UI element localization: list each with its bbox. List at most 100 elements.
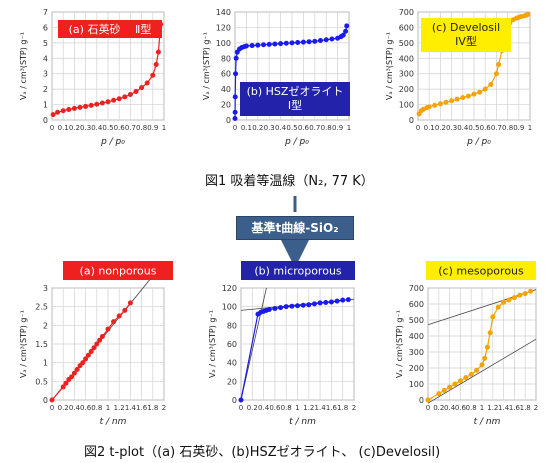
data-point	[77, 363, 83, 369]
x-tick-label: 0.8	[136, 124, 147, 132]
data-point	[133, 88, 139, 94]
y-tick-label: 3	[43, 284, 48, 293]
x-tick-label: 1.8	[147, 404, 158, 412]
y-axis-label: Vₐ / cm³(STP) g⁻¹	[202, 32, 211, 100]
data-point	[449, 98, 455, 104]
data-point	[490, 314, 496, 320]
x-axis-label: p / p₀	[284, 137, 309, 147]
data-point	[460, 95, 466, 101]
y-axis-label: Vₐ / cm³(STP) g⁻¹	[208, 310, 217, 378]
y-tick-label: 700	[409, 284, 424, 293]
y-tick-label: 40	[221, 85, 231, 94]
data-point	[496, 61, 502, 67]
data-point	[155, 49, 161, 55]
x-tick-label: 0.7	[125, 124, 136, 132]
data-point	[323, 37, 329, 43]
chart-label-box	[421, 18, 511, 52]
y-tick-label: 100	[222, 303, 237, 312]
y-tick-label: 400	[399, 54, 414, 63]
x-tick-label: 1.2	[487, 404, 498, 412]
x-tick-label: 0.4	[444, 404, 456, 412]
x-tick-label: 0	[233, 124, 237, 132]
y-tick-label: 3	[43, 70, 48, 79]
data-point	[426, 104, 432, 110]
data-point	[474, 367, 480, 373]
x-tick-label: 0.9	[332, 124, 343, 132]
data-point	[66, 107, 72, 113]
x-tick-label: 1.8	[337, 404, 348, 412]
x-tick-label: 0.6	[269, 404, 281, 412]
x-tick-label: 1.2	[303, 404, 314, 412]
x-tick-label: 0.4	[69, 404, 81, 412]
y-tick-label: 300	[409, 348, 424, 357]
x-tick-label: 0.6	[114, 124, 126, 132]
data-point	[295, 39, 301, 45]
x-tick-label: 0.8	[91, 404, 102, 412]
x-tick-label: 1.4	[315, 404, 327, 412]
data-point	[283, 40, 289, 46]
y-tick-label: 120	[216, 23, 231, 32]
fit-line	[427, 338, 537, 404]
data-point	[484, 344, 490, 350]
x-tick-label: 0.8	[466, 404, 477, 412]
data-point	[232, 115, 238, 121]
x-tick-label: 0	[50, 124, 54, 132]
x-tick-label: 0.2	[252, 124, 263, 132]
y-tick-label: 400	[409, 332, 424, 341]
y-tick-label: 700	[399, 8, 414, 17]
data-point	[111, 319, 117, 325]
y-tick-label: 4	[43, 54, 48, 63]
data-point	[343, 28, 349, 34]
x-tick-label: 0.7	[309, 124, 320, 132]
data-point	[233, 71, 239, 77]
y-tick-label: 2.5	[35, 303, 48, 312]
y-tick-label: 2	[43, 85, 48, 94]
data-point	[329, 36, 335, 42]
flow-label-box: 基準t曲線-SiO₂	[236, 216, 354, 240]
data-point	[528, 288, 534, 294]
data-point	[85, 352, 91, 358]
chart-label-box	[426, 261, 536, 280]
data-point	[238, 397, 244, 403]
y-tick-label: 0	[232, 396, 237, 405]
x-tick-label: 1	[347, 124, 351, 132]
y-tick-label: 7	[43, 8, 48, 17]
y-tick-label: 500	[409, 316, 424, 325]
data-point	[69, 374, 75, 380]
data-point	[232, 94, 238, 100]
data-point	[525, 11, 531, 17]
x-tick-label: 1	[480, 404, 484, 412]
data-point	[153, 61, 159, 67]
x-tick-label: 0.5	[286, 124, 297, 132]
data-point	[340, 32, 346, 38]
x-tick-label: 0.2	[69, 124, 80, 132]
x-axis-label: t / nm	[474, 417, 501, 427]
x-tick-label: 0.1	[241, 124, 252, 132]
y-tick-label: 0	[226, 116, 231, 125]
chart-label: (b) microporous	[254, 265, 342, 278]
y-axis-label: Vₐ / cm³(STP) g⁻¹	[19, 32, 28, 100]
data-point	[116, 313, 122, 319]
chart-iso-c: 0 0.1 0.2 0.3 0.4 0.5 0.6 0.7 0.8 0.9 1 0 100 200 300 4…	[385, 8, 532, 147]
y-tick-label: 1	[43, 101, 48, 110]
data-point	[233, 55, 239, 61]
data-point	[99, 334, 105, 340]
y-tick-label: 20	[227, 377, 237, 386]
data-point	[83, 356, 89, 362]
y-axis-label: Vₐ / cm³(STP) g⁻¹	[395, 310, 404, 378]
data-point	[127, 300, 133, 306]
y-axis-label: Vₐ / cm³(STP) g⁻¹	[19, 310, 28, 378]
data-point	[266, 41, 272, 47]
data-point	[317, 38, 323, 44]
data-point	[328, 299, 334, 305]
data-point	[60, 108, 66, 114]
data-point	[50, 112, 56, 118]
series-line	[52, 24, 162, 116]
x-tick-label: 0.5	[468, 124, 479, 132]
y-tick-label: 1	[43, 359, 48, 368]
data-point	[522, 291, 528, 297]
data-point	[447, 384, 453, 390]
x-tick-label: 0.1	[58, 124, 69, 132]
x-tick-label: 1	[295, 404, 299, 412]
data-point	[283, 304, 289, 310]
